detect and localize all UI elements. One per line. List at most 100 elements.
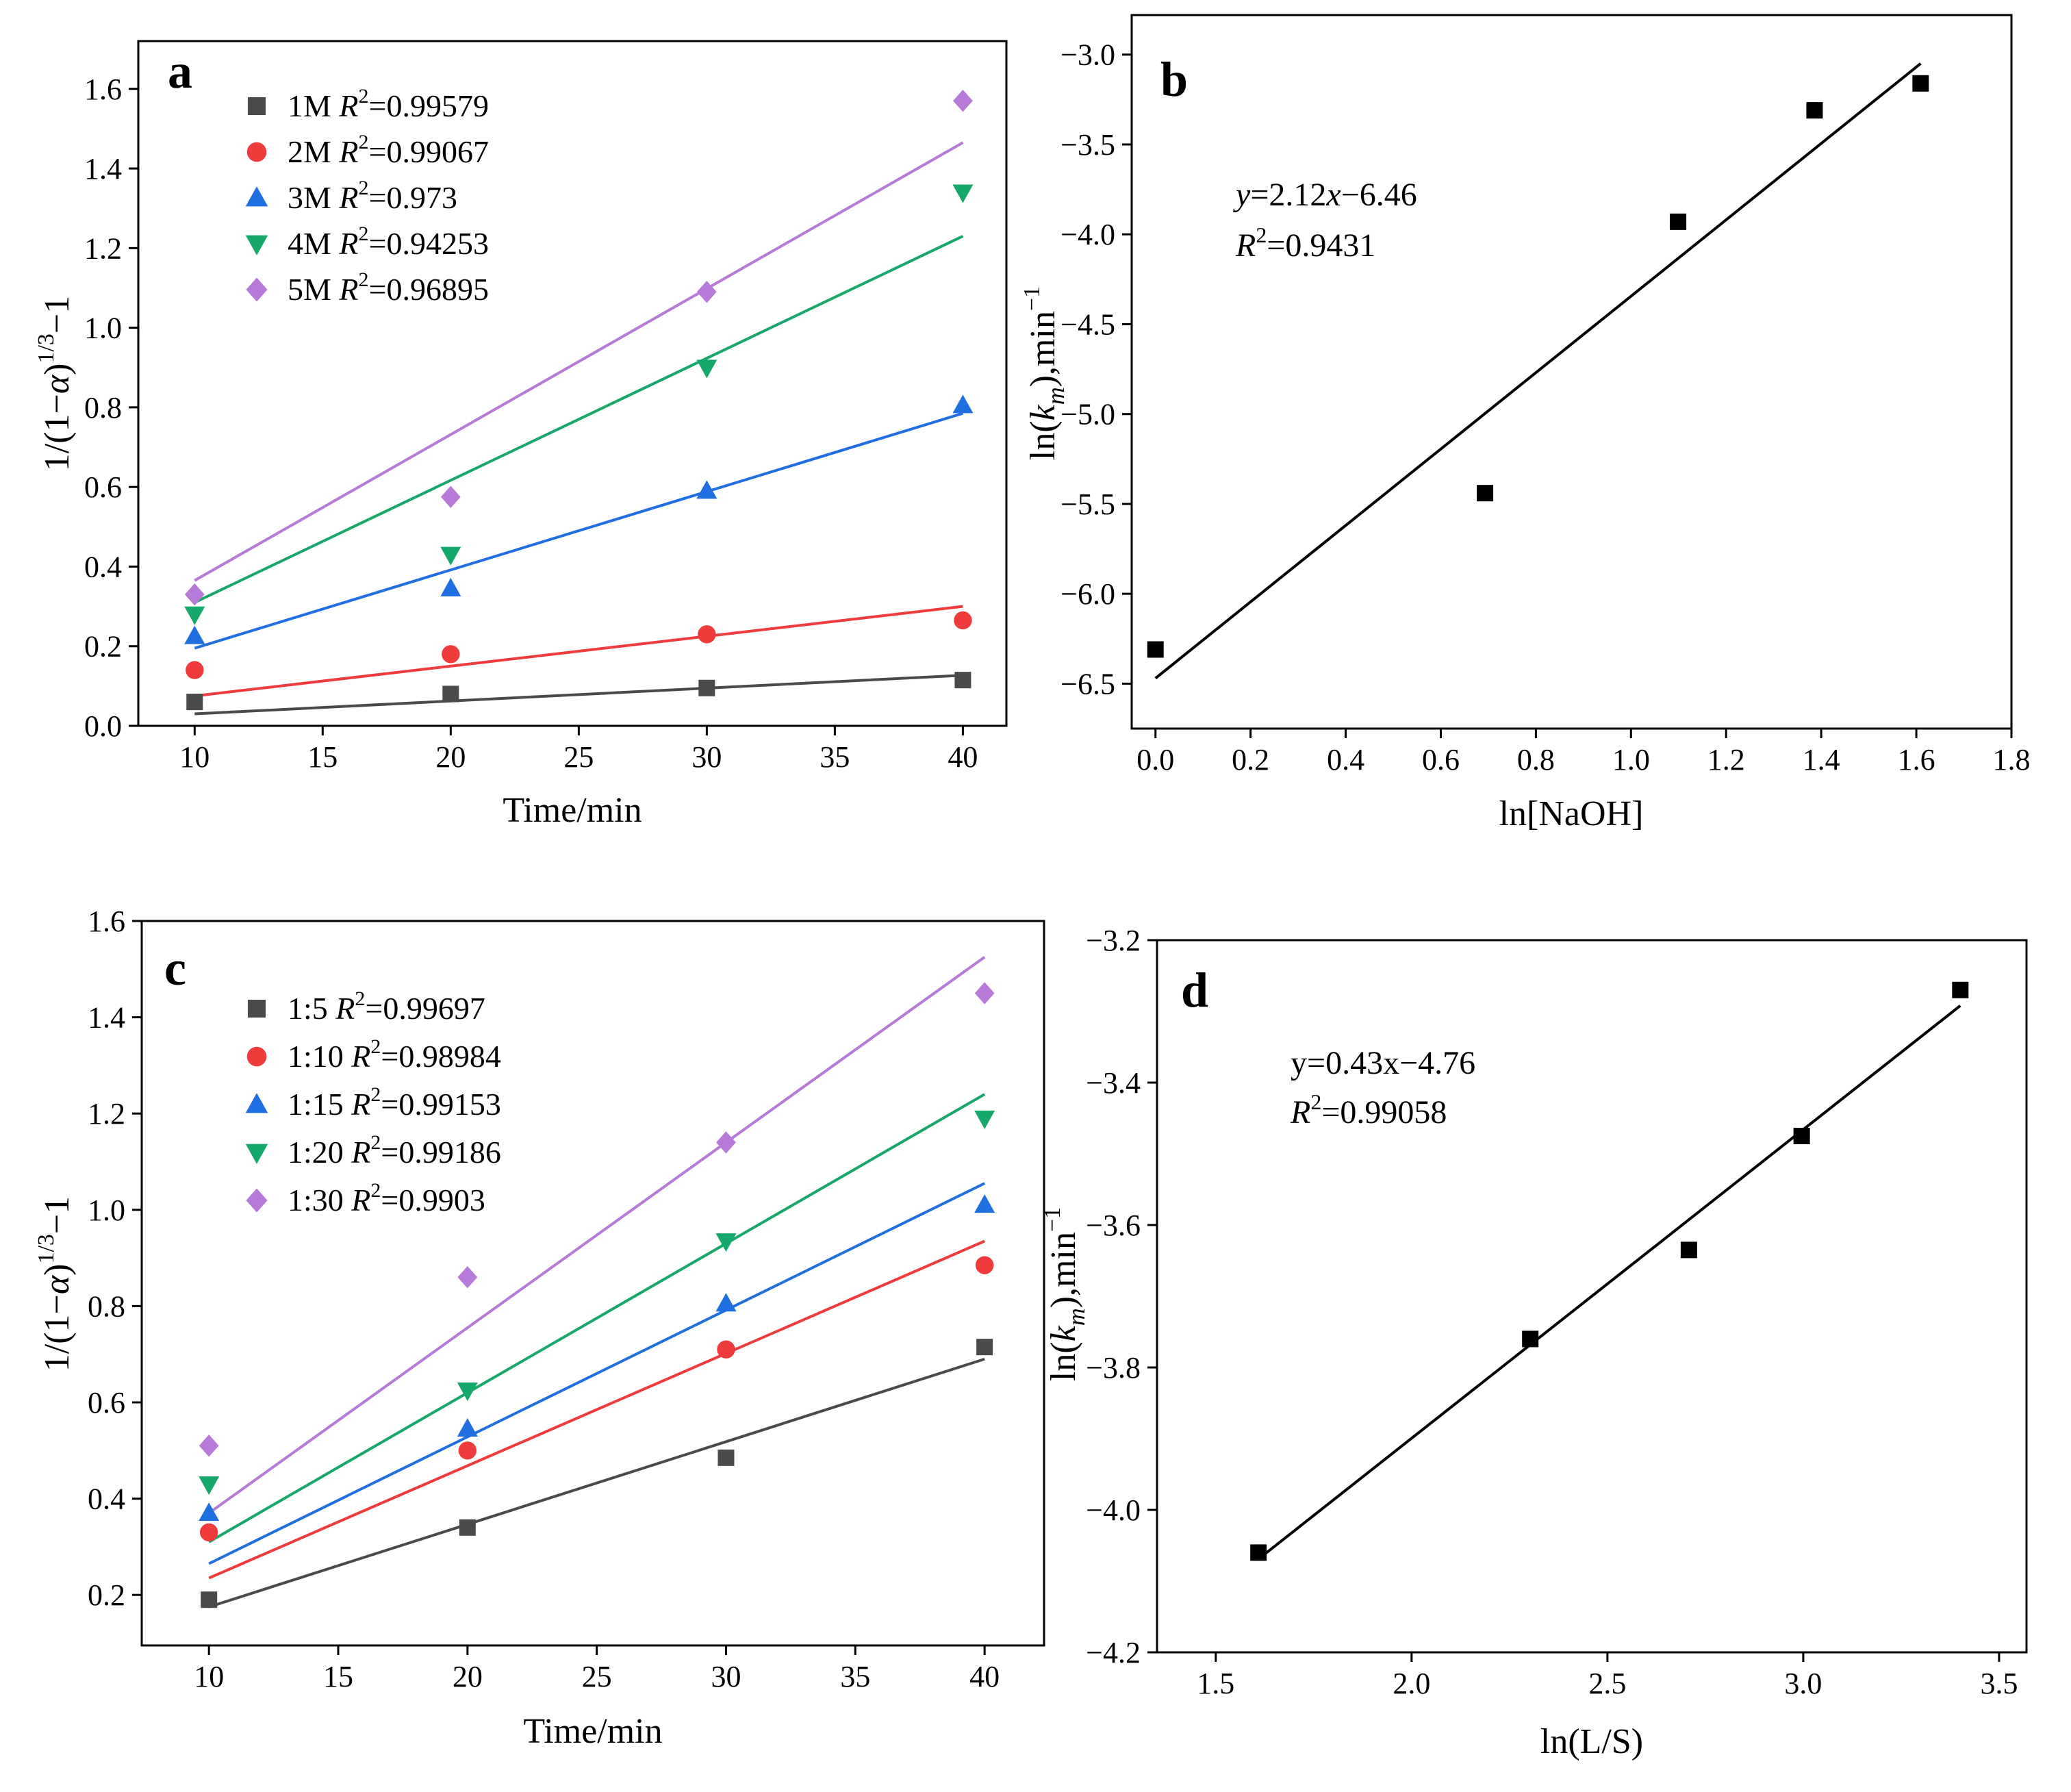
data-point-1-1: [1250, 1544, 1267, 1561]
data-point-1-1: [186, 694, 203, 711]
x-tick-label: 30: [691, 740, 722, 774]
fit-line-4: [194, 235, 964, 604]
data-point-1-3: [1670, 213, 1687, 230]
panel-a-letter: a: [168, 44, 192, 99]
data-point-4-3: [696, 359, 717, 379]
data-point-4-1: [184, 606, 205, 625]
legend-marker-2: [246, 1046, 267, 1067]
data-point-4-4: [952, 184, 974, 203]
legend-label-1: 1:5 R2=0.99697: [288, 987, 485, 1026]
data-point-1-3: [717, 1449, 735, 1466]
data-point-1-2: [1477, 485, 1494, 502]
legend-label-4: 1:20 R2=0.99186: [288, 1131, 501, 1170]
fit-line-3: [208, 1182, 986, 1565]
x-tick-label: 0.6: [1422, 743, 1460, 777]
y-tick-label: 1.4: [88, 1001, 125, 1035]
y-tick-label: −4.5: [1060, 307, 1115, 341]
y-tick-label: 1.6: [88, 905, 125, 938]
data-point-5-2: [440, 485, 461, 508]
y-tick-label: 1.0: [84, 312, 122, 345]
x-tick-label: 25: [563, 740, 594, 774]
legend-label-1: 1M R2=0.99579: [288, 85, 489, 123]
data-point-2-2: [458, 1441, 477, 1460]
y-tick-label: −4.2: [1086, 1636, 1141, 1669]
data-point-3-3: [715, 1293, 737, 1312]
data-point-1-1: [201, 1591, 218, 1608]
legend-label-3: 3M R2=0.973: [288, 177, 457, 215]
data-point-4-4: [974, 1110, 995, 1129]
y-tick-label: −3.8: [1086, 1351, 1141, 1385]
panel-b-fit-line: [1154, 62, 1922, 680]
fit-line-1: [194, 674, 963, 716]
x-tick-label: 3.5: [1980, 1667, 2018, 1700]
data-point-2-3: [698, 625, 716, 644]
y-tick-label: 1.4: [84, 152, 122, 186]
y-tick-label: −3.2: [1086, 924, 1141, 957]
y-tick-label: −3.6: [1086, 1209, 1141, 1242]
y-tick-label: 0.6: [88, 1386, 125, 1419]
data-point-1-5: [1952, 981, 1969, 998]
y-tick-label: −4.0: [1060, 218, 1115, 251]
data-point-5-4: [953, 90, 973, 112]
data-point-5-3: [696, 281, 717, 303]
y-tick-label: −3.0: [1060, 38, 1115, 72]
panel-b-x-axis-label: ln[NaOH]: [1499, 794, 1644, 833]
y-tick-label: 0.2: [84, 630, 122, 664]
y-tick-label: 0.8: [88, 1289, 125, 1323]
panel-a-y-axis-label: 1/(1−α)1/3−1: [34, 296, 77, 472]
legend-label-3: 1:15 R2=0.99153: [288, 1083, 501, 1122]
data-point-1-2: [1522, 1330, 1539, 1348]
data-point-3-2: [457, 1418, 478, 1437]
panel-b-data-points: [1147, 75, 1929, 658]
data-point-3-1: [184, 625, 205, 644]
data-point-3-1: [199, 1502, 220, 1522]
x-tick-label: 20: [435, 740, 466, 774]
panel-a-x-axis-label: Time/min: [503, 791, 641, 830]
x-tick-label: 2.0: [1393, 1667, 1430, 1700]
panel-a-legend: 1M R2=0.99579 2M R2=0.99067 3M R2=0.973 4M …: [245, 85, 489, 307]
legend-label-2: 2M R2=0.99067: [288, 131, 489, 169]
panel-d-x-axis-label: ln(L/S): [1540, 1722, 1643, 1761]
panel-b-r-squared: R2=0.9431: [1235, 223, 1375, 264]
panel-b-letter: b: [1160, 52, 1188, 107]
x-tick-label: 1.6: [1898, 743, 1935, 777]
panel-d-axis-ticks: 1.5 2.0 2.5 3.0 3.5 −4.2 −4.0 −3.8 −3.6 −3.4 −3.2: [1086, 924, 2018, 1700]
data-point-1-4: [1793, 1128, 1810, 1144]
panel-c-data-points: [199, 982, 995, 1608]
fit-line-3: [194, 412, 963, 650]
x-tick-label: 1.8: [1993, 743, 2031, 777]
panel-c-x-axis-label: Time/min: [523, 1712, 662, 1751]
data-point-1-2: [459, 1519, 476, 1536]
data-point-2-1: [186, 661, 204, 679]
data-point-1-4: [976, 1339, 993, 1356]
panel-b-chart: 0.0 0.2 0.4 0.6 0.8 1.0 1.2 1.4 1.6 1.8 −6.5 −6.0 −5…: [1019, 14, 2031, 833]
y-tick-label: 0.0: [84, 709, 122, 743]
x-tick-label: 40: [969, 1660, 1000, 1693]
data-point-1-4: [954, 672, 971, 689]
legend-label-5: 1:30 R2=0.9903: [288, 1179, 485, 1217]
x-tick-label: 40: [948, 740, 978, 774]
panel-b-equation: y=2.12x−6.46: [1232, 177, 1417, 213]
x-tick-label: 30: [711, 1660, 741, 1693]
y-tick-label: −5.5: [1060, 488, 1115, 521]
data-point-5-3: [716, 1131, 736, 1154]
y-tick-label: 1.6: [84, 73, 122, 106]
legend-marker-5: [246, 277, 268, 302]
x-tick-label: 1.4: [1803, 743, 1840, 777]
legend-label-4: 4M R2=0.94253: [288, 223, 489, 261]
data-point-1-5: [1912, 75, 1929, 92]
data-point-1-1: [1147, 641, 1164, 658]
panel-a-chart: 10 15 20 25 30 35 40 0.0 0.2 0.4 0.6 0.8 1.0 1.2 1.4 1.…: [34, 40, 1008, 830]
panel-d-letter: d: [1181, 963, 1208, 1018]
x-tick-label: 0.0: [1136, 743, 1174, 777]
x-tick-label: 3.0: [1784, 1667, 1822, 1700]
fit-line-4: [208, 1093, 986, 1543]
y-tick-label: −6.5: [1060, 667, 1115, 701]
data-point-3-3: [696, 480, 717, 499]
legend-marker-5: [246, 1188, 268, 1213]
data-point-2-2: [442, 645, 460, 664]
panel-d-chart: 1.5 2.0 2.5 3.0 3.5−4.2−4.0−3.8−3.6−3.4−3.2 …: [1040, 924, 2028, 1761]
panel-d-r-squared: R2=0.99058: [1290, 1089, 1447, 1131]
data-point-2-3: [717, 1340, 735, 1359]
data-point-4-1: [199, 1476, 220, 1496]
